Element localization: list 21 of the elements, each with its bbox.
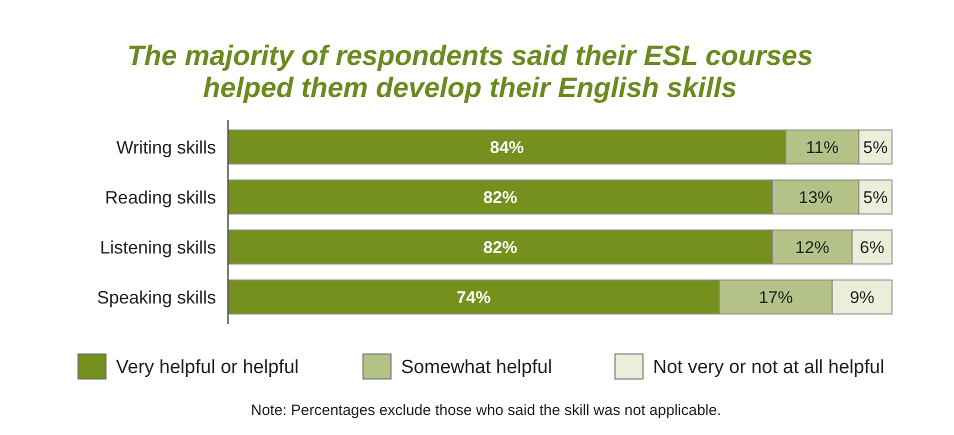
y-tick-label: Writing skills [116, 137, 216, 158]
chart-title: The majority of respondents said their ESL courses helped them develop their English skills [127, 40, 813, 103]
y-tick-label: Listening skills [100, 237, 216, 258]
data-label: 82% [483, 238, 518, 257]
y-tick-label: Reading skills [104, 187, 216, 208]
data-label: 17% [758, 288, 793, 307]
y-tick-label: Speaking skills [96, 287, 216, 308]
data-label: 9% [850, 288, 874, 307]
data-label: 82% [483, 188, 518, 207]
legend-label: Not very or not at all helpful [653, 357, 884, 378]
data-label: 5% [863, 188, 888, 207]
data-label: 84% [490, 138, 524, 157]
data-label: 13% [798, 188, 833, 207]
data-label: 12% [795, 238, 830, 257]
legend-label: Somewhat helpful [401, 357, 552, 378]
data-label: 5% [863, 138, 888, 157]
data-label: 6% [860, 238, 884, 257]
text: Very helpful or helpful [116, 357, 299, 378]
data-label: 74% [456, 288, 491, 307]
text: Note: Percentages exclude those who said the skill was not applicable. [250, 402, 722, 419]
data-label: 11% [806, 138, 839, 157]
